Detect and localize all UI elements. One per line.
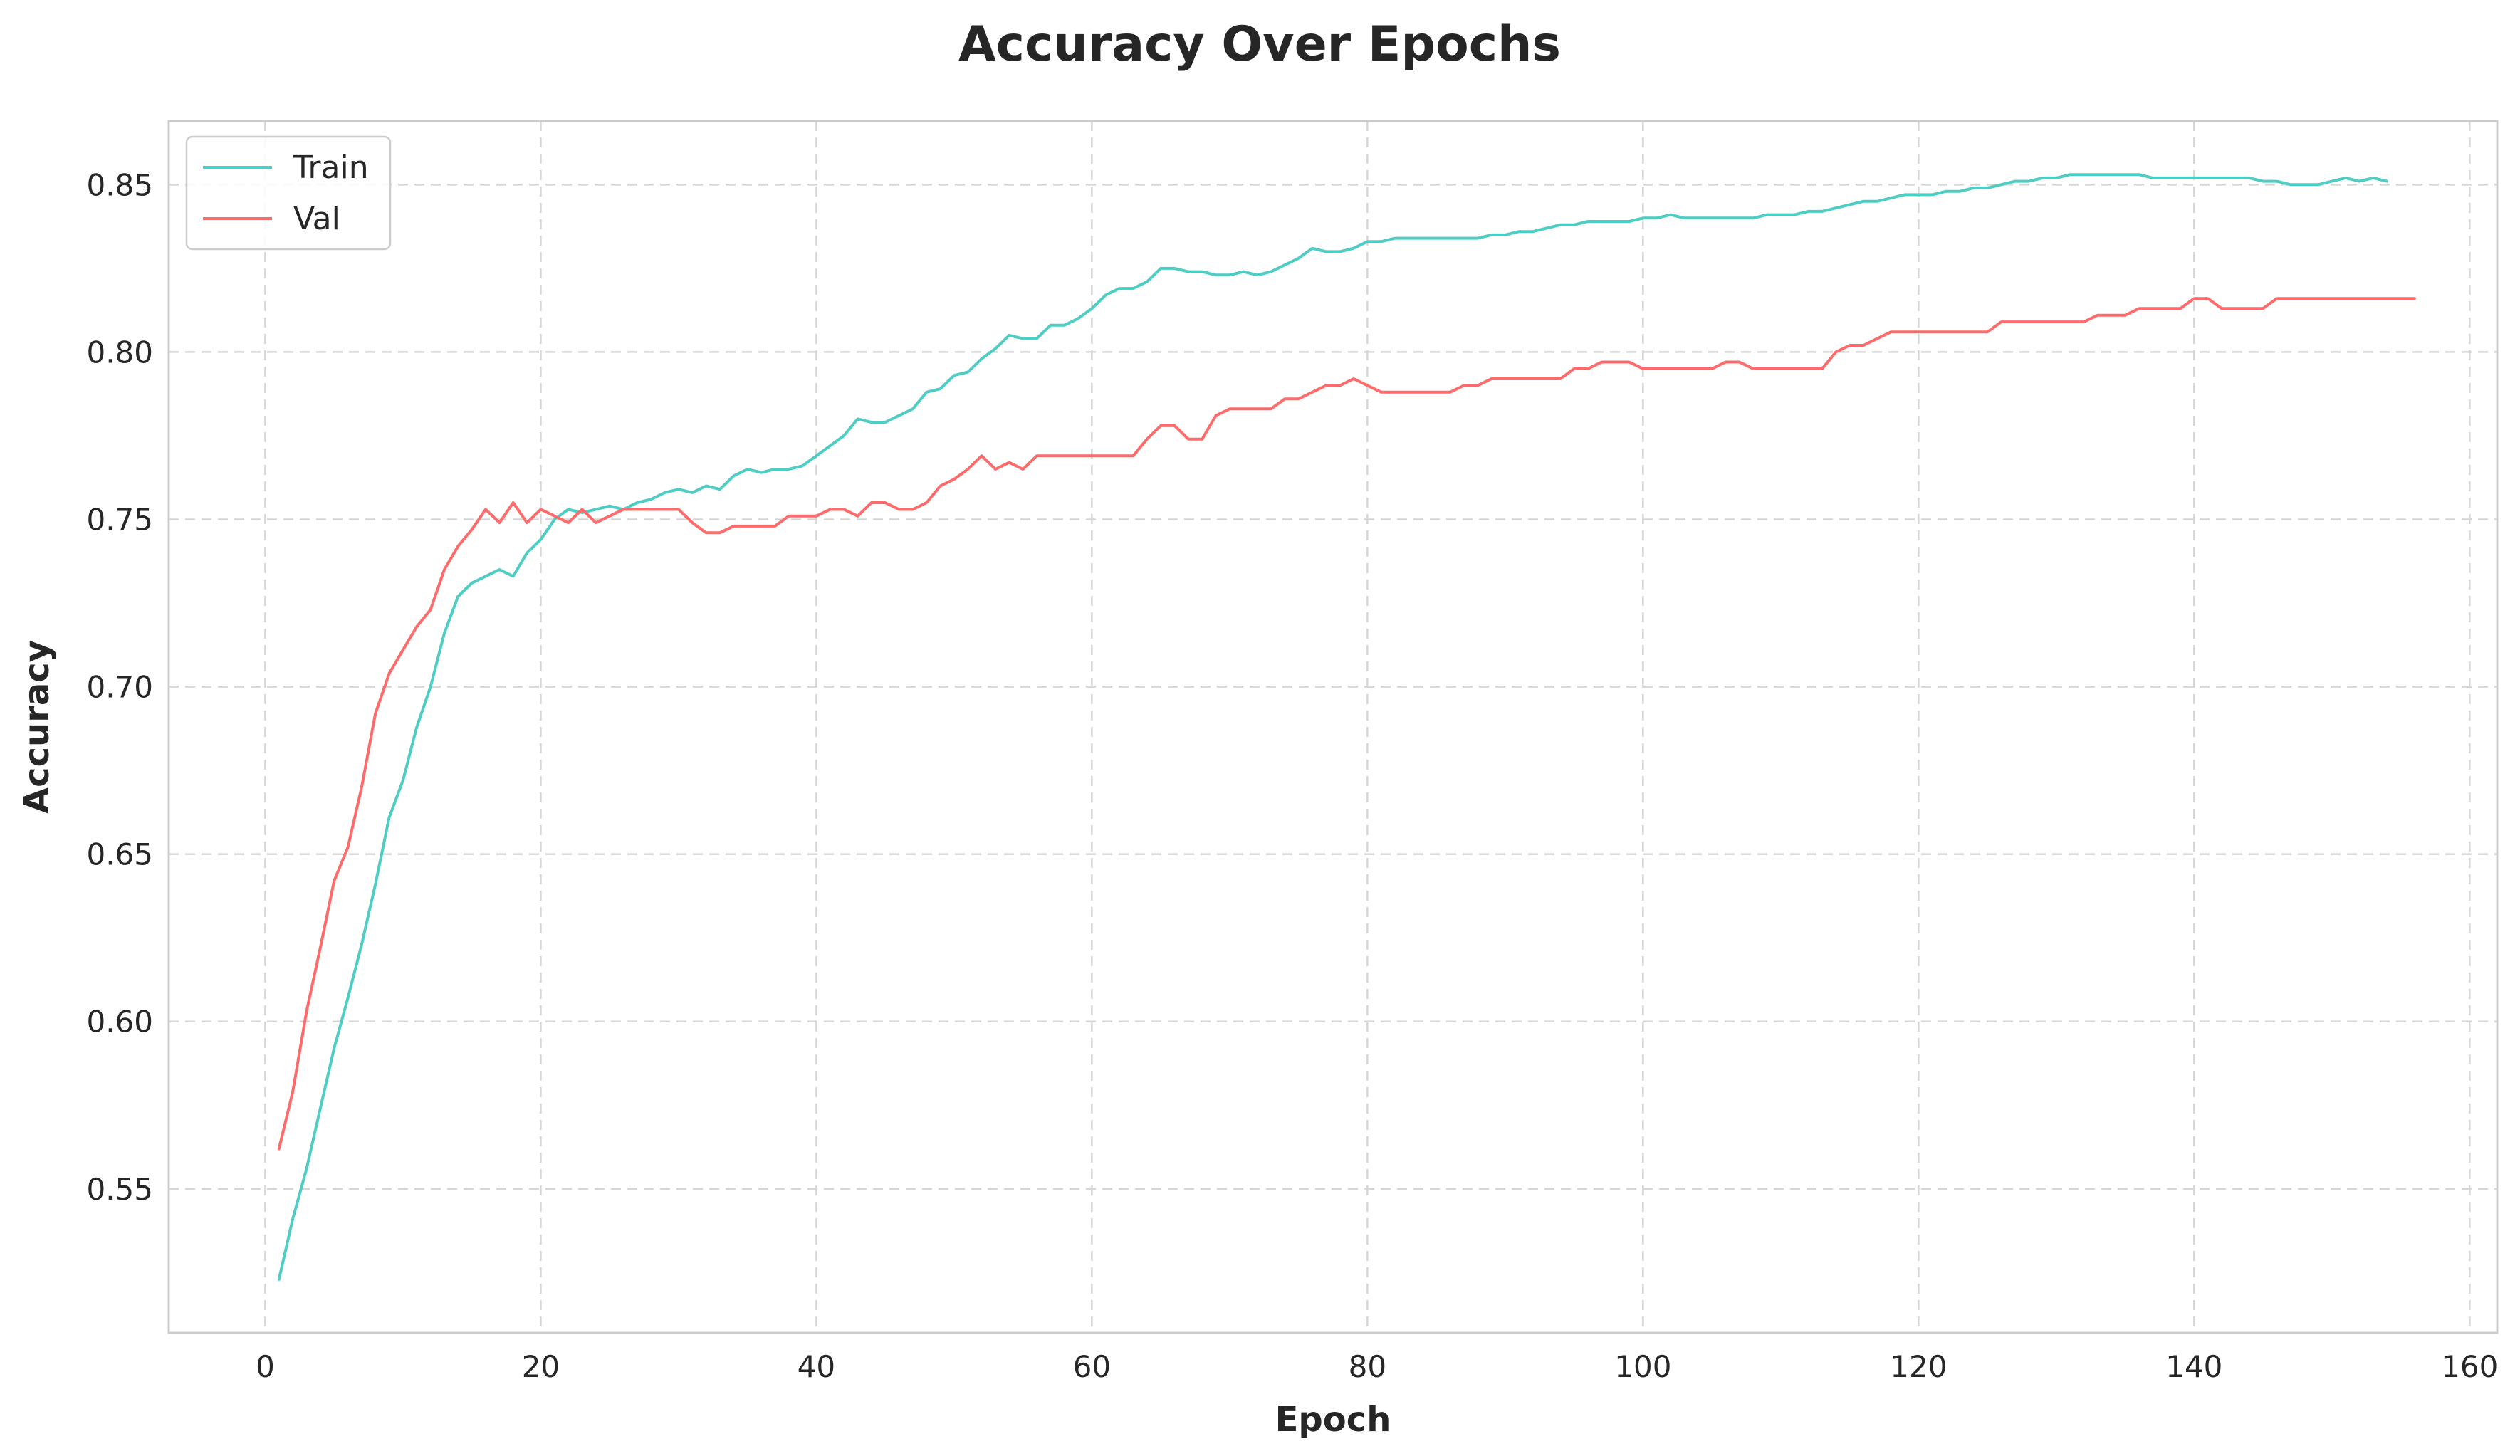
y-tick-label: 0.60 [86,1005,153,1039]
y-tick-label: 0.75 [86,502,153,537]
x-tick-label: 80 [1349,1349,1386,1384]
series-lines [277,173,2416,1281]
x-tick-label: 160 [2441,1349,2498,1384]
x-axis-label: Epoch [1275,1400,1391,1440]
x-tick-label: 20 [522,1349,560,1384]
chart-title: Accuracy Over Epochs [958,16,1561,73]
x-tick-label: 100 [1614,1349,1671,1384]
series-line-val [277,297,2416,1151]
x-tick-label: 120 [1890,1349,1947,1384]
y-tick-label: 0.65 [86,837,153,872]
legend-val-label: Val [293,201,340,237]
x-tick-label: 40 [798,1349,835,1384]
y-axis-label: Accuracy [17,640,57,814]
plot-frame [167,120,2499,1334]
legend-train-label: Train [293,150,369,186]
grid [169,121,2497,1333]
x-tick-label: 0 [256,1349,275,1384]
y-axis-ticks: 0.55 0.60 0.65 0.70 0.75 0.80 0.85 [86,167,153,1206]
x-axis-ticks: 0 20 40 60 80 100 120 140 160 [256,1349,2498,1384]
series-line-train [277,173,2389,1281]
y-tick-label: 0.55 [86,1172,153,1207]
x-tick-label: 140 [2165,1349,2222,1384]
legend-box [185,135,392,251]
y-tick-label: 0.85 [86,167,153,202]
legend: Train Val [185,135,392,251]
y-tick-label: 0.70 [86,670,153,705]
x-tick-label: 60 [1073,1349,1111,1384]
y-tick-label: 0.80 [86,335,153,370]
